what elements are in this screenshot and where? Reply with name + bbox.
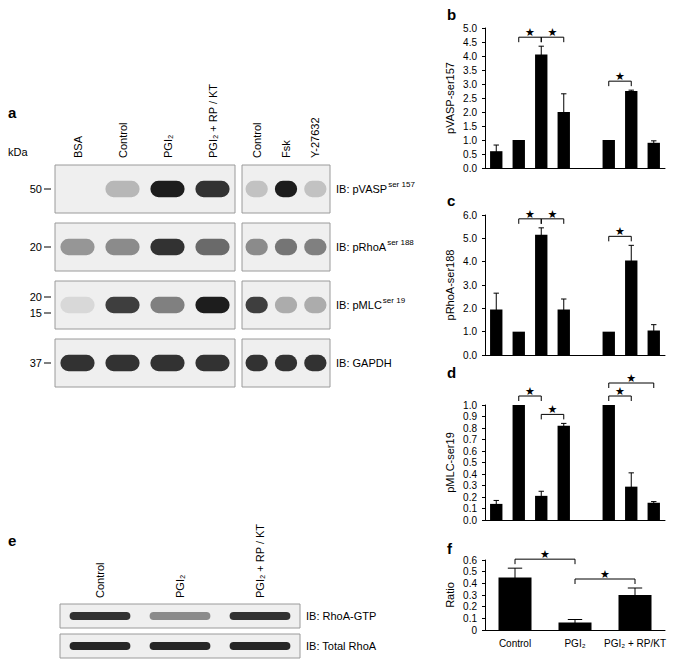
svg-text:20: 20	[30, 241, 42, 253]
svg-text:IB: Total RhoA: IB: Total RhoA	[306, 640, 377, 652]
svg-text:ser 157: ser 157	[388, 180, 415, 189]
svg-text:PGI₂ + RP / KT: PGI₂ + RP / KT	[254, 524, 266, 598]
svg-text:PGI₂: PGI₂	[174, 575, 186, 598]
svg-text:0.5: 0.5	[463, 566, 477, 577]
svg-text:0.3: 0.3	[463, 590, 477, 601]
svg-text:kDa: kDa	[8, 146, 28, 158]
svg-text:Ratio: Ratio	[444, 582, 456, 608]
svg-text:Control: Control	[251, 123, 263, 158]
svg-text:1.5: 1.5	[463, 121, 477, 132]
svg-text:Fsk: Fsk	[280, 140, 292, 158]
svg-text:0.0: 0.0	[463, 350, 477, 361]
svg-text:20: 20	[30, 291, 42, 303]
svg-text:0.1: 0.1	[463, 613, 477, 624]
svg-text:2.0: 2.0	[463, 303, 477, 314]
svg-text:ser 19: ser 19	[383, 296, 406, 305]
svg-text:0.4: 0.4	[463, 469, 477, 480]
svg-text:Control: Control	[117, 123, 129, 158]
svg-text:2.5: 2.5	[463, 93, 477, 104]
svg-text:0.7: 0.7	[463, 434, 477, 445]
svg-text:15: 15	[30, 307, 42, 319]
svg-text:IB: GAPDH: IB: GAPDH	[336, 357, 392, 369]
svg-text:★: ★	[615, 225, 625, 238]
svg-text:★: ★	[540, 548, 550, 561]
svg-text:4.0: 4.0	[463, 51, 477, 62]
svg-text:Y-27632: Y-27632	[309, 117, 321, 158]
svg-text:BSA: BSA	[72, 135, 84, 158]
svg-text:★: ★	[548, 26, 558, 39]
svg-text:★: ★	[525, 385, 535, 398]
svg-text:0.5: 0.5	[463, 149, 477, 160]
svg-text:37: 37	[30, 357, 42, 369]
svg-text:★: ★	[615, 385, 625, 398]
svg-text:1.0: 1.0	[463, 400, 477, 411]
svg-text:0.5: 0.5	[463, 457, 477, 468]
svg-text:PGI₂ + RP/KT: PGI₂ + RP/KT	[604, 638, 666, 649]
svg-text:0.9: 0.9	[463, 411, 477, 422]
svg-text:pVASP-ser157: pVASP-ser157	[444, 62, 456, 134]
svg-text:3.5: 3.5	[463, 65, 477, 76]
svg-text:★: ★	[626, 372, 636, 385]
svg-text:3.0: 3.0	[463, 79, 477, 90]
svg-text:50: 50	[30, 183, 42, 195]
svg-text:c: c	[447, 192, 455, 209]
svg-text:0.4: 0.4	[463, 578, 477, 589]
svg-text:0.1: 0.1	[463, 503, 477, 514]
svg-text:2.0: 2.0	[463, 107, 477, 118]
svg-text:Control: Control	[499, 638, 531, 649]
svg-text:a: a	[8, 104, 17, 121]
svg-text:6.0: 6.0	[463, 210, 477, 221]
svg-text:IB: pMLC: IB: pMLC	[336, 299, 382, 311]
svg-text:0.0: 0.0	[463, 515, 477, 526]
svg-text:★: ★	[548, 208, 558, 221]
svg-text:0.6: 0.6	[463, 446, 477, 457]
svg-text:pMLC-ser19: pMLC-ser19	[444, 432, 456, 493]
svg-text:e: e	[8, 532, 16, 549]
svg-text:0.8: 0.8	[463, 423, 477, 434]
svg-text:IB: pVASP: IB: pVASP	[336, 183, 387, 195]
svg-text:0.2: 0.2	[463, 492, 477, 503]
svg-text:f: f	[447, 540, 453, 557]
svg-text:4.0: 4.0	[463, 256, 477, 267]
svg-text:★: ★	[548, 403, 558, 416]
svg-text:4.5: 4.5	[463, 37, 477, 48]
svg-text:★: ★	[525, 26, 535, 39]
svg-text:3.0: 3.0	[463, 280, 477, 291]
svg-text:Control: Control	[94, 563, 106, 598]
svg-text:★: ★	[525, 208, 535, 221]
svg-text:1.0: 1.0	[463, 326, 477, 337]
svg-text:IB: pRhoA: IB: pRhoA	[336, 241, 387, 253]
svg-text:0.3: 0.3	[463, 480, 477, 491]
svg-text:pRhoA-ser188: pRhoA-ser188	[444, 250, 456, 321]
svg-text:0.2: 0.2	[463, 601, 477, 612]
svg-text:b: b	[447, 6, 456, 23]
svg-text:5.0: 5.0	[463, 23, 477, 34]
svg-text:ser 188: ser 188	[387, 238, 414, 247]
svg-text:PGI₂: PGI₂	[564, 638, 585, 649]
svg-text:PGI₂: PGI₂	[162, 135, 174, 158]
svg-text:0.6: 0.6	[463, 555, 477, 566]
svg-text:d: d	[447, 364, 456, 381]
svg-text:5.0: 5.0	[463, 233, 477, 244]
svg-text:★: ★	[615, 70, 625, 83]
svg-text:PGI₂ + RP / KT: PGI₂ + RP / KT	[207, 84, 219, 158]
svg-text:IB: RhoA-GTP: IB: RhoA-GTP	[306, 610, 376, 622]
svg-text:0.0: 0.0	[463, 163, 477, 174]
svg-text:★: ★	[600, 568, 610, 581]
svg-text:0: 0	[471, 625, 477, 636]
svg-text:1.0: 1.0	[463, 135, 477, 146]
